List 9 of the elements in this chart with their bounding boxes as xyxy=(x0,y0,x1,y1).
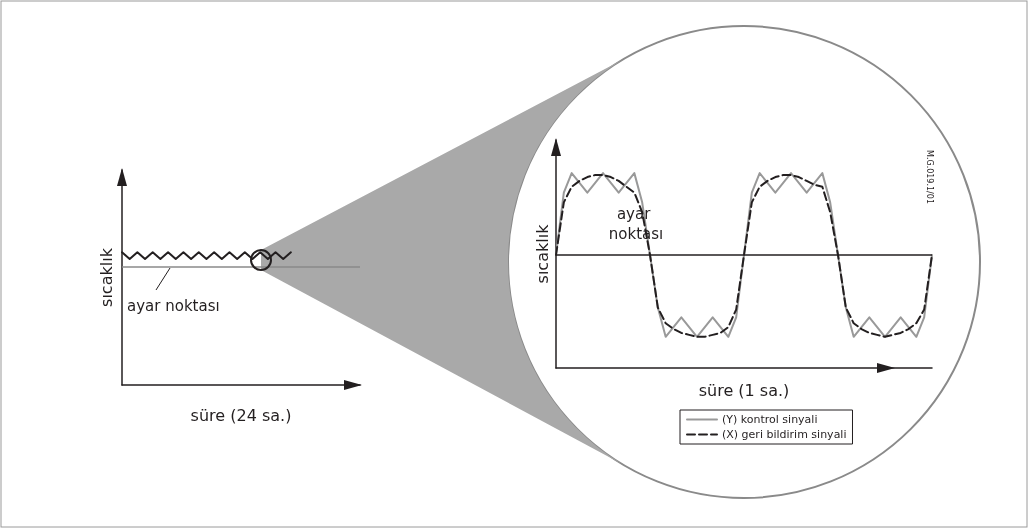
legend-label: (X) geri bildirim sinyali xyxy=(722,428,847,441)
y-axis-title: sıcaklık xyxy=(96,247,116,307)
x-axis-title: süre (1 sa.) xyxy=(698,380,790,400)
ref-line-label: ayar noktası xyxy=(127,296,220,315)
legend-label: (Y) kontrol sinyali xyxy=(722,413,818,426)
annotation: M.G.019.1/01 xyxy=(924,150,934,204)
x-axis-title: süre (24 sa.) xyxy=(190,405,292,425)
y-axis-title: sıcaklık xyxy=(532,223,552,284)
ref-line-label: ayar noktası xyxy=(608,204,664,243)
